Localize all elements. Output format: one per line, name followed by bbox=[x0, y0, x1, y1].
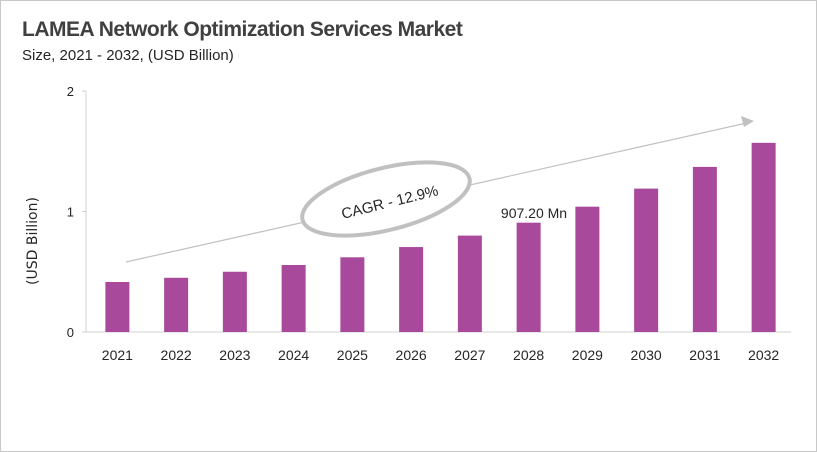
chart-subtitle: Size, 2021 - 2032, (USD Billion) bbox=[22, 47, 234, 64]
bar-2024 bbox=[281, 265, 306, 332]
x-tick-label: 2022 bbox=[161, 347, 192, 363]
x-tick-label: 2032 bbox=[748, 347, 779, 363]
bar-2027 bbox=[457, 235, 482, 332]
bar-2021 bbox=[105, 281, 130, 332]
x-tick-label: 2021 bbox=[102, 347, 133, 363]
bar-2025 bbox=[340, 257, 365, 332]
x-tick-label: 2028 bbox=[513, 347, 544, 363]
trend-arrow-head bbox=[741, 116, 754, 127]
x-tick-label: 2030 bbox=[631, 347, 662, 363]
bar-2029 bbox=[575, 206, 600, 332]
bar-2030 bbox=[634, 188, 659, 332]
bar-2026 bbox=[399, 247, 424, 332]
bar-2032 bbox=[751, 142, 776, 332]
bar-2031 bbox=[692, 166, 717, 332]
y-tick-label: 0 bbox=[67, 325, 74, 340]
y-axis-label: (USD Billion) bbox=[25, 197, 41, 285]
x-tick-label: 2029 bbox=[572, 347, 603, 363]
bar-2022 bbox=[164, 277, 189, 332]
y-tick-label: 1 bbox=[67, 205, 74, 220]
data-label-2028: 907.20 Mn bbox=[501, 205, 567, 221]
bar-2023 bbox=[222, 271, 247, 332]
y-tick-label: 2 bbox=[67, 84, 74, 99]
bar-2028 bbox=[516, 222, 541, 332]
x-tick-label: 2023 bbox=[219, 347, 250, 363]
x-tick-label: 2024 bbox=[278, 347, 309, 363]
x-tick-label: 2031 bbox=[689, 347, 720, 363]
x-tick-label: 2025 bbox=[337, 347, 368, 363]
x-tick-label: 2027 bbox=[454, 347, 485, 363]
chart-title: LAMEA Network Optimization Services Mark… bbox=[22, 18, 463, 41]
cagr-ellipse bbox=[300, 160, 472, 238]
x-tick-label: 2026 bbox=[396, 347, 427, 363]
